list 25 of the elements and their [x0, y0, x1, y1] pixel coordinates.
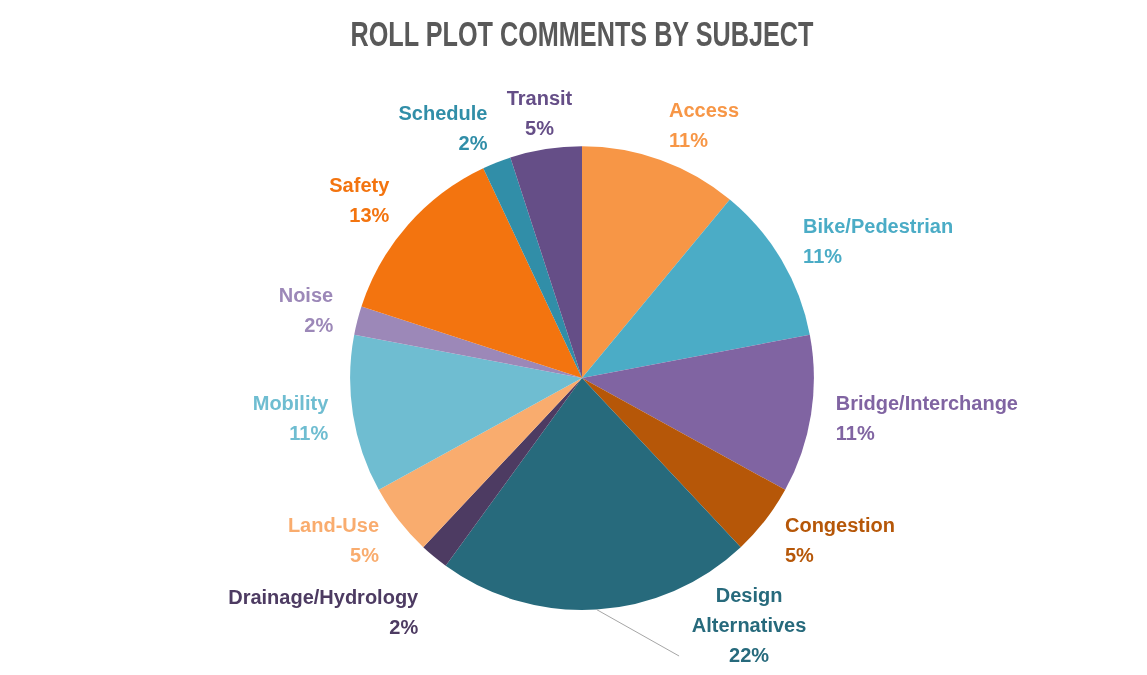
data-label: 5% — [350, 544, 380, 567]
slice-label: Land-Use — [287, 514, 380, 537]
slice-label: Schedule — [398, 102, 488, 125]
slice-label: Bike/Pedestrian — [803, 214, 954, 237]
slice-label: Safety — [329, 174, 391, 197]
data-label: 2% — [389, 616, 419, 639]
data-label: 13% — [349, 204, 390, 227]
data-label: 22% — [729, 643, 770, 666]
data-label: 2% — [458, 132, 488, 155]
data-label: 11% — [803, 244, 843, 267]
data-label: 11% — [835, 422, 875, 445]
slice-label: Design Alternatives — [691, 583, 807, 636]
slice-label: Drainage/Hydrology — [228, 586, 420, 609]
slice-label: Congestion — [784, 514, 895, 537]
slice-label: Transit — [506, 87, 573, 109]
slice-label: Access — [669, 99, 740, 122]
chart-title: ROLL PLOT COMMENTS BY SUBJECT — [350, 13, 814, 54]
data-label: 2% — [304, 314, 334, 337]
data-label: 11% — [289, 422, 329, 445]
data-label: 11% — [669, 129, 709, 152]
data-label: 5% — [525, 117, 555, 139]
data-label: 5% — [784, 544, 815, 567]
slice-label: Noise — [278, 284, 334, 307]
slice-label: Bridge/Interchange — [835, 392, 1018, 415]
slice-label: Mobility — [252, 392, 330, 415]
